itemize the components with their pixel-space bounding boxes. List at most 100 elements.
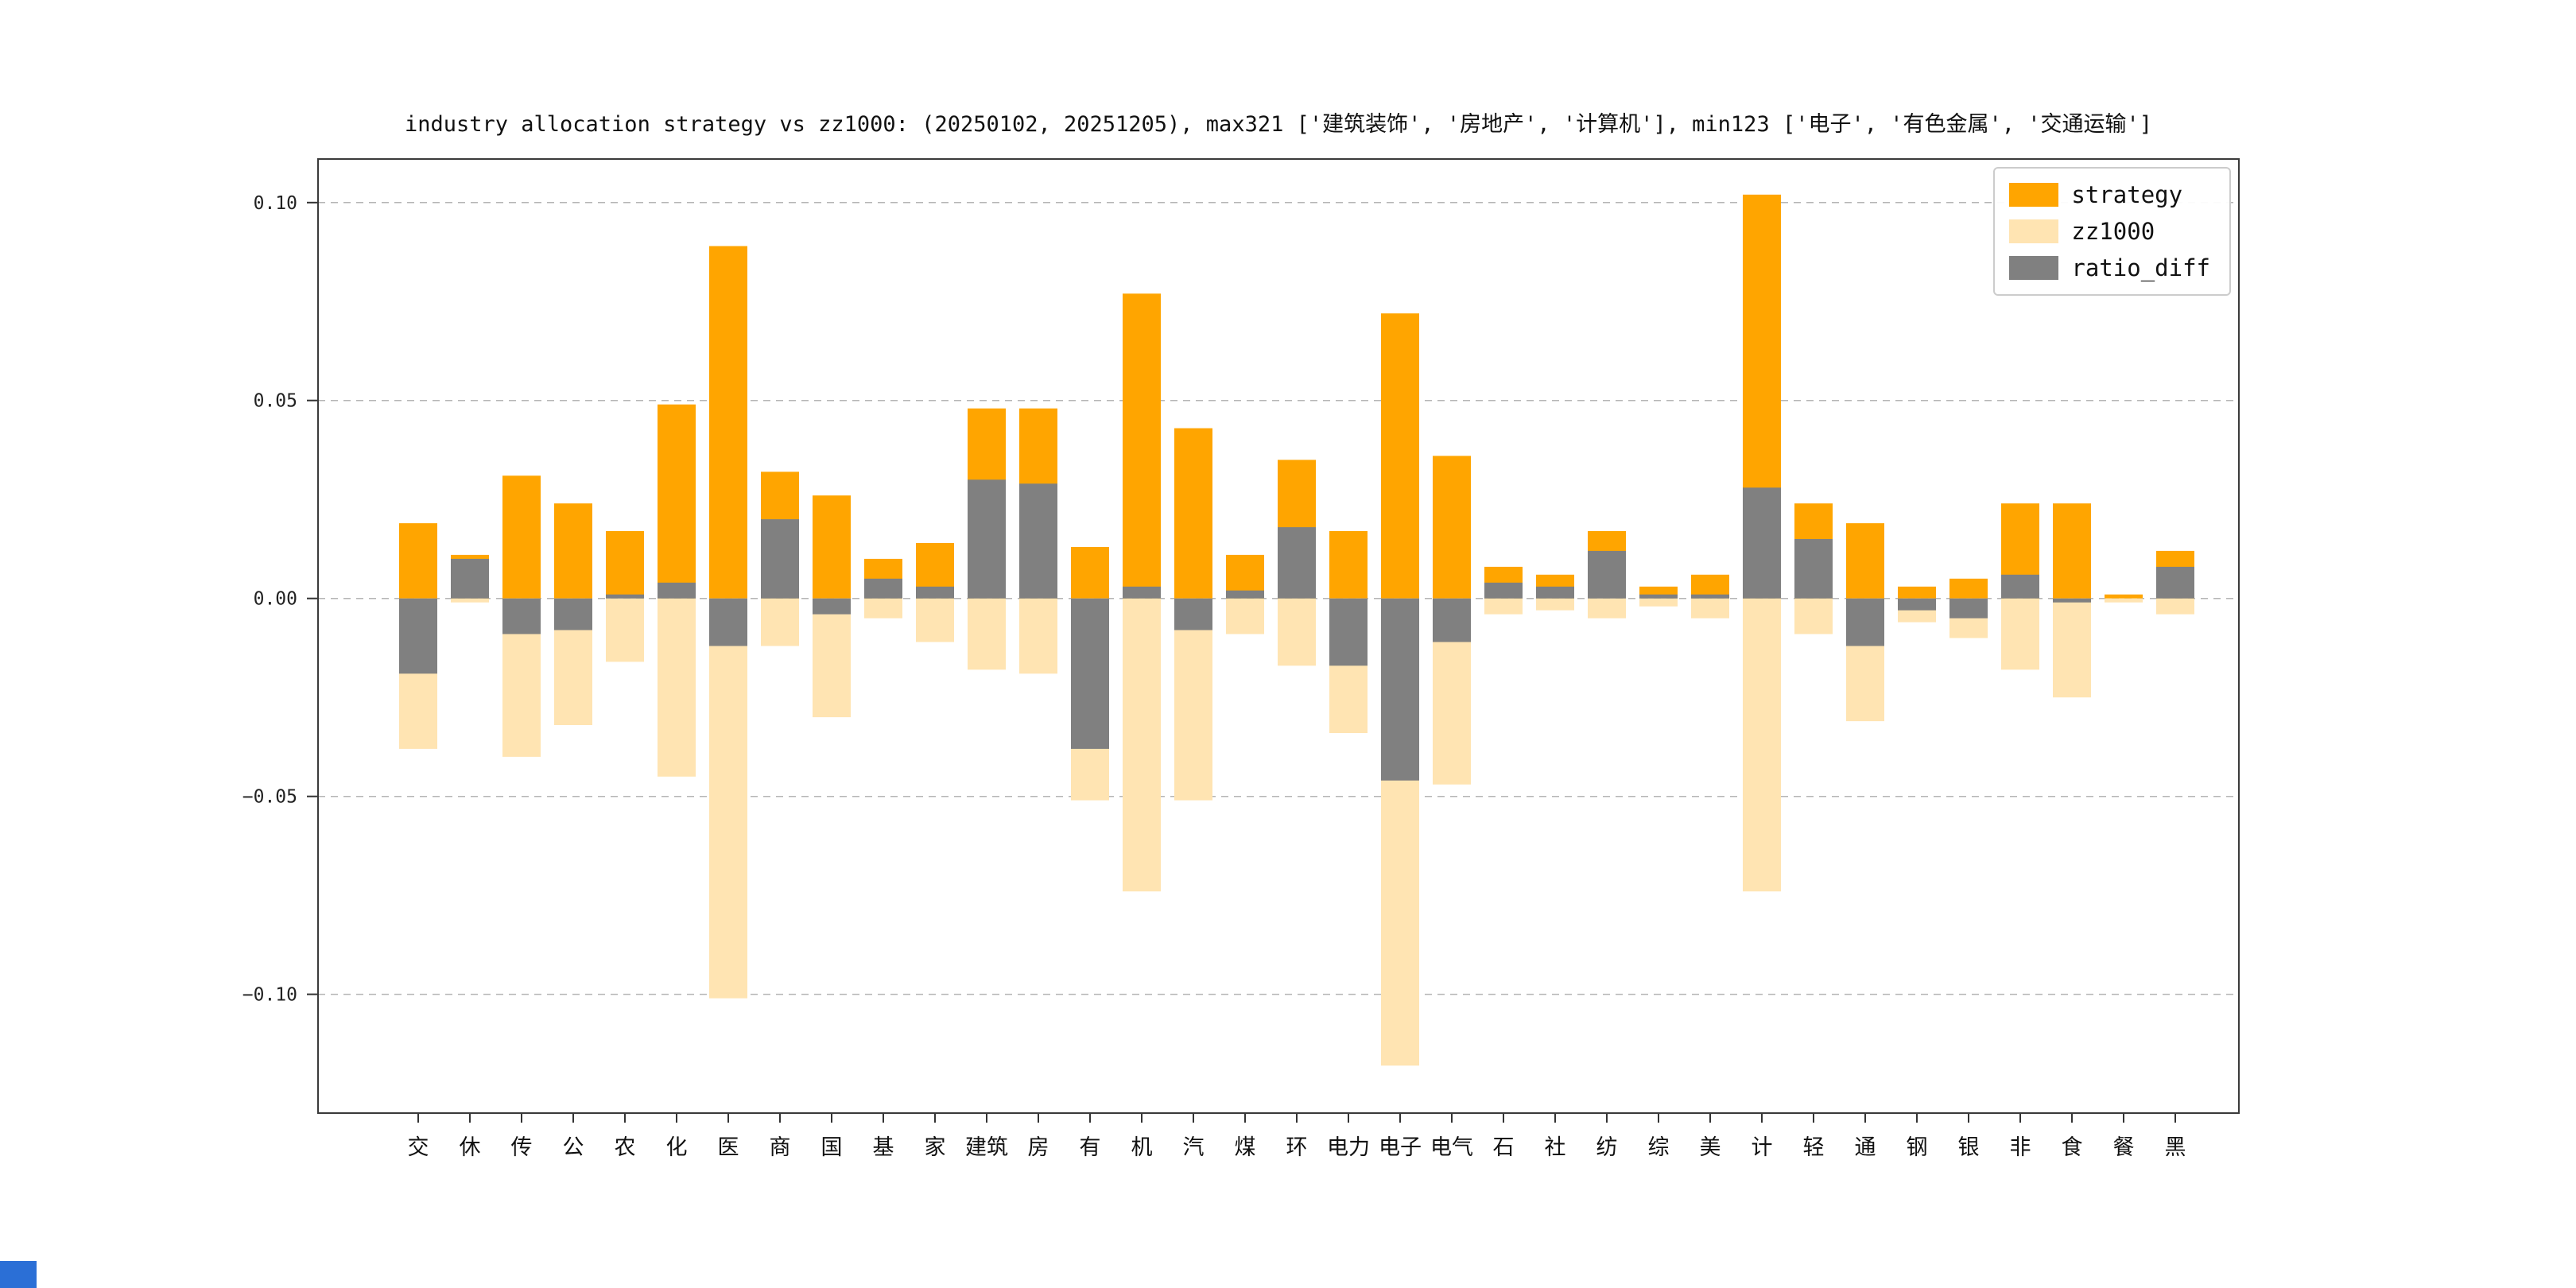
bar-ratio_diff-煤 <box>1226 590 1264 599</box>
x-tick-label: 医 <box>718 1135 739 1160</box>
x-tick-label: 化 <box>666 1135 688 1160</box>
bar-zz1000-石 <box>1484 598 1523 615</box>
y-tick-label: 0.00 <box>254 589 297 610</box>
bar-ratio_diff-汽 <box>1174 598 1212 630</box>
x-tick-label: 电子 <box>1379 1135 1422 1160</box>
x-tick-label: 通 <box>1855 1135 1876 1160</box>
bar-ratio_diff-机 <box>1123 586 1161 599</box>
bar-ratio_diff-医 <box>709 598 747 646</box>
bar-ratio_diff-家 <box>916 586 954 599</box>
x-tick-label: 商 <box>770 1135 791 1160</box>
bar-strategy-传 <box>502 475 541 599</box>
x-tick-label: 轻 <box>1803 1135 1825 1160</box>
bar-ratio_diff-石 <box>1484 582 1523 599</box>
x-tick-label: 食 <box>2062 1135 2083 1160</box>
bar-zz1000-汽 <box>1174 598 1212 801</box>
x-tick-label: 美 <box>1700 1135 1721 1160</box>
y-tick-label: −0.10 <box>242 985 297 1006</box>
bar-ratio_diff-轻 <box>1794 539 1833 599</box>
legend-label-ratio-diff: ratio_diff <box>2071 254 2210 281</box>
bar-zz1000-煤 <box>1226 598 1264 634</box>
bar-strategy-农 <box>606 531 644 599</box>
bar-ratio_diff-休 <box>451 558 489 599</box>
bar-strategy-医 <box>709 246 747 599</box>
x-tick-label: 煤 <box>1235 1135 1256 1160</box>
bar-zz1000-建筑 <box>968 598 1006 670</box>
x-tick-label: 电力 <box>1327 1135 1370 1160</box>
bar-ratio_diff-房 <box>1019 483 1057 599</box>
bar-ratio_diff-黑 <box>2156 566 2194 599</box>
bottom-left-blue-artifact <box>0 1261 37 1288</box>
x-tick-label: 国 <box>821 1135 843 1160</box>
bar-ratio_diff-非 <box>2001 574 2039 599</box>
y-tick-label: 0.05 <box>254 391 297 412</box>
bar-ratio_diff-传 <box>502 598 541 634</box>
bar-ratio_diff-有 <box>1071 598 1109 749</box>
x-tick-label: 家 <box>925 1135 946 1160</box>
bar-strategy-电气 <box>1433 456 1471 599</box>
bar-ratio_diff-公 <box>554 598 592 630</box>
bar-ratio_diff-建筑 <box>968 479 1006 599</box>
plot-border <box>317 158 2240 1114</box>
legend-item-ratio-diff: ratio_diff <box>2009 254 2210 281</box>
x-tick-label: 黑 <box>2165 1135 2186 1160</box>
bar-strategy-电子 <box>1381 313 1419 599</box>
bar-strategy-电力 <box>1329 531 1368 599</box>
bar-ratio_diff-商 <box>761 519 799 599</box>
x-tick-label: 钢 <box>1907 1135 1928 1160</box>
bar-zz1000-农 <box>606 598 644 662</box>
bar-zz1000-食 <box>2053 598 2091 698</box>
bar-zz1000-国 <box>813 598 851 718</box>
bar-zz1000-计 <box>1743 598 1781 892</box>
bar-zz1000-房 <box>1019 598 1057 674</box>
bar-ratio_diff-综 <box>1639 594 1678 599</box>
chart-title: industry allocation strategy vs zz1000: … <box>404 112 2153 137</box>
x-tick-label: 农 <box>615 1135 636 1160</box>
bar-strategy-机 <box>1123 293 1161 599</box>
bar-ratio_diff-农 <box>606 594 644 599</box>
bar-strategy-餐 <box>2105 594 2143 599</box>
bar-zz1000-轻 <box>1794 598 1833 634</box>
x-tick-label: 纺 <box>1596 1135 1618 1160</box>
bar-zz1000-家 <box>916 598 954 642</box>
x-tick-label: 计 <box>1752 1135 1773 1160</box>
bar-ratio_diff-银 <box>1949 598 1988 619</box>
bar-ratio_diff-环 <box>1278 527 1316 599</box>
legend-swatch-zz1000-icon <box>2009 219 2059 243</box>
legend-swatch-strategy-icon <box>2009 183 2059 207</box>
bar-zz1000-化 <box>658 598 696 777</box>
bar-ratio_diff-通 <box>1846 598 1884 646</box>
x-tick-label: 综 <box>1648 1135 1670 1160</box>
bar-strategy-食 <box>2053 503 2091 599</box>
bar-ratio_diff-社 <box>1536 586 1574 599</box>
bar-zz1000-非 <box>2001 598 2039 670</box>
legend-item-zz1000: zz1000 <box>2009 218 2210 245</box>
bar-zz1000-黑 <box>2156 598 2194 615</box>
bar-zz1000-社 <box>1536 598 1574 611</box>
bar-strategy-化 <box>658 404 696 599</box>
bar-strategy-银 <box>1949 578 1988 599</box>
bar-zz1000-基 <box>864 598 902 619</box>
bar-ratio_diff-基 <box>864 578 902 599</box>
legend-swatch-ratio-diff-icon <box>2009 256 2059 280</box>
bar-ratio_diff-食 <box>2053 598 2091 603</box>
legend: strategy zz1000 ratio_diff <box>1993 167 2231 296</box>
bar-zz1000-商 <box>761 598 799 646</box>
bar-zz1000-餐 <box>2105 598 2143 603</box>
x-tick-label: 餐 <box>2113 1135 2135 1160</box>
bar-strategy-公 <box>554 503 592 599</box>
bar-ratio_diff-纺 <box>1588 550 1626 599</box>
bar-zz1000-环 <box>1278 598 1316 666</box>
bar-strategy-钢 <box>1898 586 1936 599</box>
x-tick-label: 交 <box>408 1135 429 1160</box>
x-tick-label: 公 <box>563 1135 584 1160</box>
x-tick-label: 非 <box>2010 1135 2031 1160</box>
bar-zz1000-医 <box>709 598 747 999</box>
bar-zz1000-综 <box>1639 598 1678 607</box>
x-tick-label: 建筑 <box>965 1135 1008 1160</box>
x-tick-label: 汽 <box>1183 1135 1205 1160</box>
bar-zz1000-机 <box>1123 598 1161 892</box>
bar-strategy-交 <box>399 523 437 599</box>
